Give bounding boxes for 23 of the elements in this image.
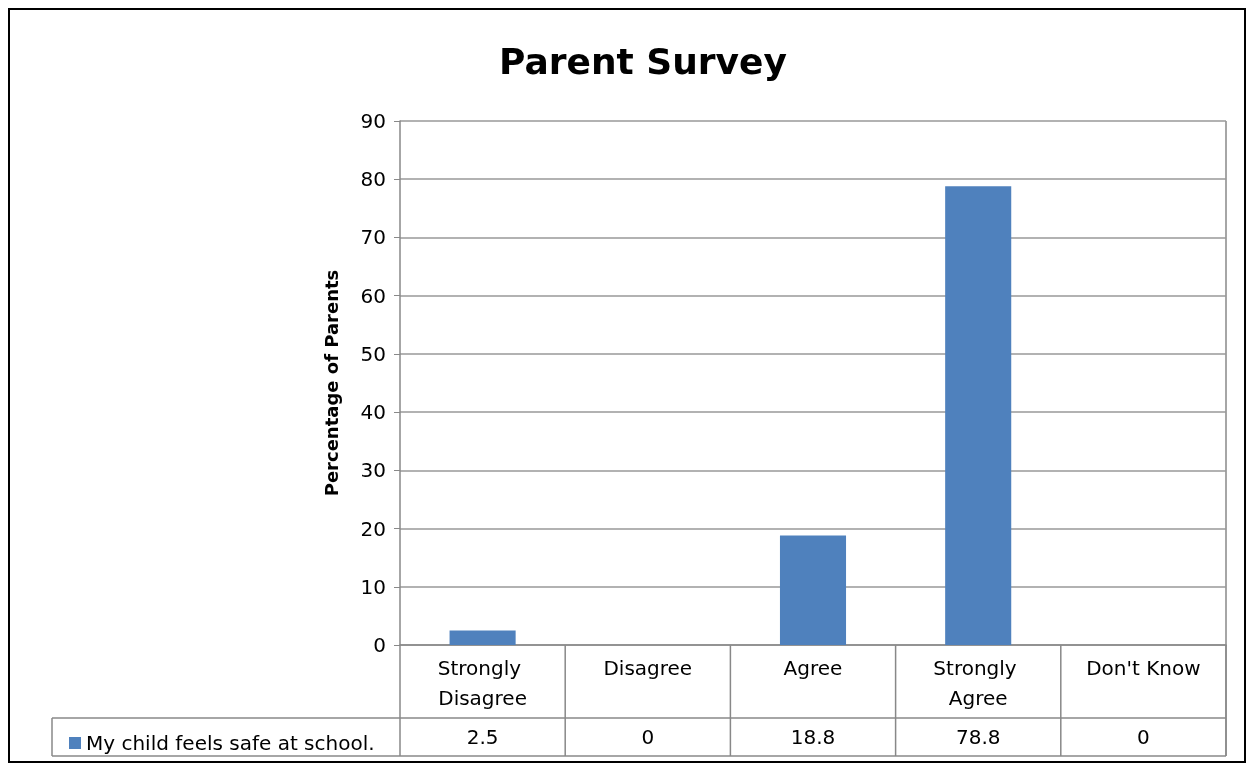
- x-tick-label: Disagree: [603, 656, 693, 680]
- y-tick-label: 20: [360, 516, 386, 541]
- x-tick-label: Don't Know: [1086, 656, 1201, 680]
- y-tick-label: 60: [360, 283, 386, 308]
- y-tick-label: 40: [360, 400, 386, 425]
- data-label: 18.8: [790, 725, 836, 749]
- y-tick-label: 30: [360, 458, 386, 483]
- data-label: 0: [1137, 725, 1150, 749]
- chart-title: Parent Survey: [499, 40, 787, 82]
- y-tick-label: 50: [360, 341, 386, 366]
- y-tick-label: 80: [360, 167, 386, 192]
- data-label: 0: [641, 725, 655, 749]
- y-tick-label: 0: [373, 633, 386, 657]
- data-label: 2.5: [466, 725, 499, 749]
- data-label: 78.8: [955, 725, 1001, 749]
- x-tick-label: Strongly Agree: [933, 656, 1024, 710]
- x-tick-label: Strongly Disagree: [437, 656, 528, 710]
- legend-label: My child feels safe at school.: [86, 731, 375, 755]
- y-tick-label: 10: [360, 574, 386, 599]
- y-axis-title: Percentage of Parents: [320, 269, 342, 497]
- y-tick-label: 90: [360, 109, 386, 133]
- x-tick-label: Agree: [783, 656, 843, 680]
- y-tick-label: 70: [360, 225, 386, 250]
